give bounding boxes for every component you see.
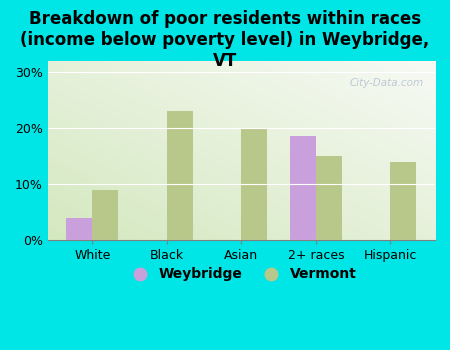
Bar bbox=[316, 156, 342, 240]
Bar bbox=[92, 190, 118, 240]
Bar bbox=[66, 218, 92, 240]
Bar bbox=[290, 136, 316, 240]
Legend: Weybridge, Vermont: Weybridge, Vermont bbox=[120, 262, 363, 287]
Bar bbox=[241, 128, 267, 240]
Bar bbox=[390, 161, 416, 240]
Bar bbox=[167, 111, 193, 240]
Text: Breakdown of poor residents within races
(income below poverty level) in Weybrid: Breakdown of poor residents within races… bbox=[20, 10, 430, 70]
Text: City-Data.com: City-Data.com bbox=[349, 78, 423, 89]
